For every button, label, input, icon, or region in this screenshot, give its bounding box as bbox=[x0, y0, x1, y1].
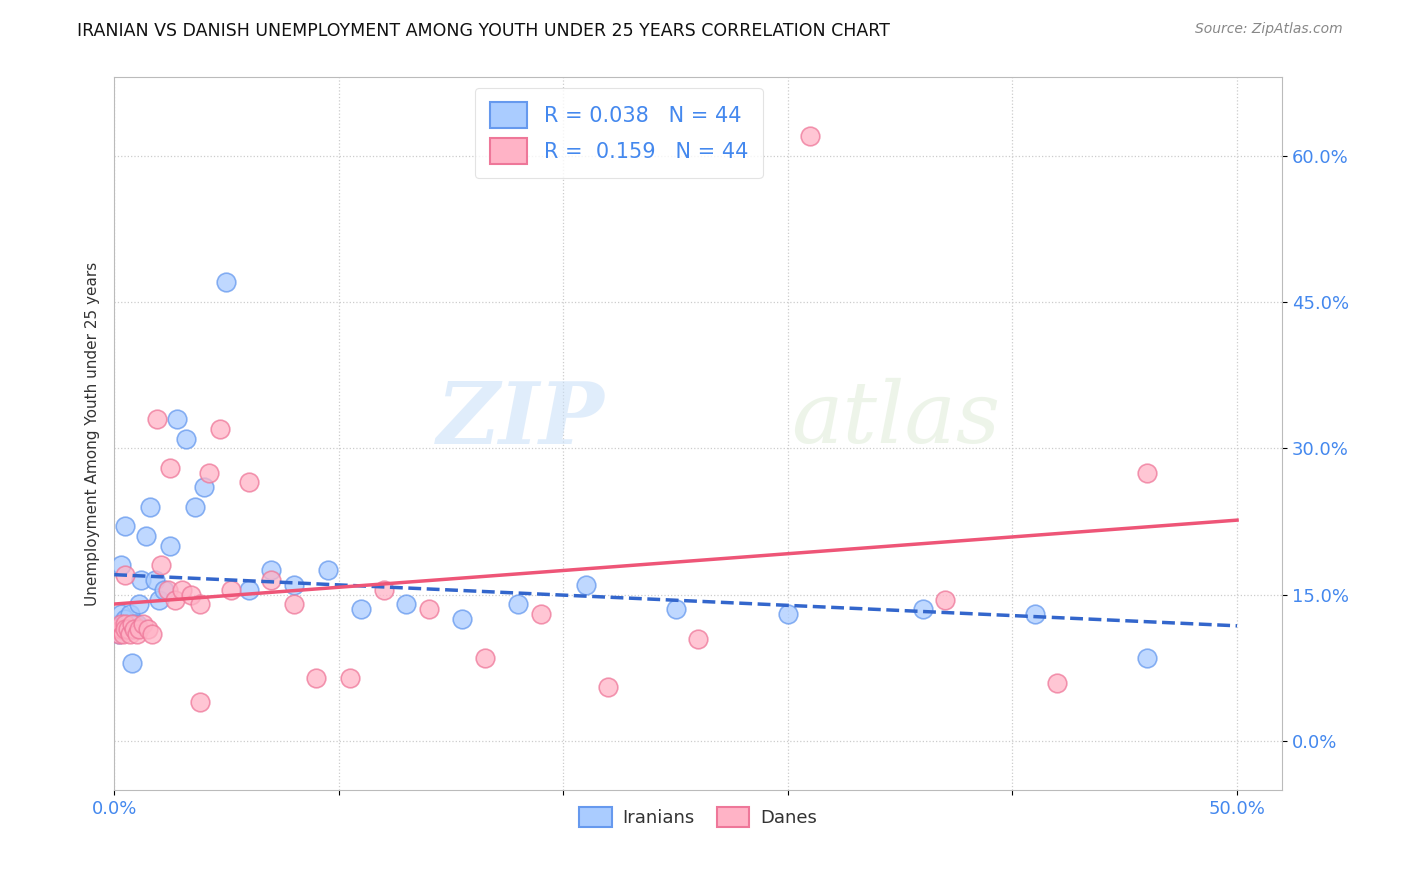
Point bbox=[184, 500, 207, 514]
Point bbox=[143, 573, 166, 587]
Point bbox=[141, 626, 163, 640]
Point bbox=[305, 671, 328, 685]
Point bbox=[193, 480, 215, 494]
Point bbox=[124, 617, 146, 632]
Point bbox=[125, 617, 148, 632]
Point bbox=[174, 432, 197, 446]
Point bbox=[395, 598, 418, 612]
Point bbox=[934, 592, 956, 607]
Point bbox=[110, 617, 132, 632]
Point bbox=[110, 558, 132, 573]
Point bbox=[373, 582, 395, 597]
Point bbox=[157, 582, 180, 597]
Point bbox=[107, 617, 129, 632]
Point bbox=[283, 578, 305, 592]
Point bbox=[112, 626, 135, 640]
Point bbox=[152, 582, 174, 597]
Point bbox=[139, 500, 162, 514]
Point bbox=[350, 602, 373, 616]
Point bbox=[508, 598, 530, 612]
Y-axis label: Unemployment Among Youth under 25 years: Unemployment Among Youth under 25 years bbox=[86, 261, 100, 606]
Point bbox=[163, 592, 186, 607]
Point bbox=[128, 598, 150, 612]
Point bbox=[219, 582, 242, 597]
Point bbox=[112, 617, 135, 632]
Point bbox=[197, 466, 219, 480]
Point bbox=[135, 529, 157, 543]
Point bbox=[208, 422, 231, 436]
Point bbox=[1024, 607, 1046, 622]
Point bbox=[159, 460, 181, 475]
Point bbox=[117, 617, 139, 632]
Point bbox=[238, 582, 260, 597]
Point bbox=[170, 582, 193, 597]
Point bbox=[121, 622, 143, 636]
Point bbox=[110, 622, 132, 636]
Point bbox=[112, 622, 135, 636]
Point bbox=[530, 607, 553, 622]
Point bbox=[598, 681, 620, 695]
Point bbox=[121, 617, 143, 632]
Point bbox=[136, 622, 159, 636]
Point bbox=[575, 578, 598, 592]
Point bbox=[339, 671, 361, 685]
Point bbox=[418, 602, 440, 616]
Point bbox=[238, 475, 260, 490]
Text: IRANIAN VS DANISH UNEMPLOYMENT AMONG YOUTH UNDER 25 YEARS CORRELATION CHART: IRANIAN VS DANISH UNEMPLOYMENT AMONG YOU… bbox=[77, 22, 890, 40]
Point bbox=[110, 622, 132, 636]
Point bbox=[118, 626, 141, 640]
Point bbox=[125, 626, 148, 640]
Point bbox=[132, 617, 155, 632]
Point bbox=[1046, 675, 1069, 690]
Point bbox=[188, 598, 211, 612]
Point bbox=[114, 519, 136, 533]
Text: Source: ZipAtlas.com: Source: ZipAtlas.com bbox=[1195, 22, 1343, 37]
Point bbox=[260, 573, 283, 587]
Point bbox=[129, 573, 152, 587]
Point bbox=[146, 412, 169, 426]
Point bbox=[188, 695, 211, 709]
Point bbox=[114, 617, 136, 632]
Point bbox=[1136, 651, 1159, 665]
Point bbox=[124, 622, 146, 636]
Point bbox=[118, 622, 141, 636]
Point bbox=[166, 412, 188, 426]
Point bbox=[105, 622, 128, 636]
Point bbox=[283, 598, 305, 612]
Point bbox=[117, 622, 139, 636]
Point bbox=[688, 632, 710, 646]
Point bbox=[1136, 466, 1159, 480]
Point bbox=[114, 612, 136, 626]
Legend: Iranians, Danes: Iranians, Danes bbox=[572, 800, 824, 834]
Point bbox=[114, 568, 136, 582]
Point bbox=[159, 539, 181, 553]
Point bbox=[215, 276, 238, 290]
Point bbox=[128, 622, 150, 636]
Point bbox=[180, 588, 202, 602]
Point bbox=[799, 128, 821, 143]
Point bbox=[474, 651, 496, 665]
Point bbox=[776, 607, 799, 622]
Point bbox=[148, 592, 170, 607]
Point bbox=[105, 622, 128, 636]
Point bbox=[114, 622, 136, 636]
Point bbox=[110, 607, 132, 622]
Text: ZIP: ZIP bbox=[437, 377, 605, 461]
Point bbox=[107, 626, 129, 640]
Point bbox=[118, 607, 141, 622]
Text: atlas: atlas bbox=[792, 378, 1001, 461]
Point bbox=[665, 602, 688, 616]
Point bbox=[451, 612, 474, 626]
Point bbox=[316, 563, 339, 577]
Point bbox=[121, 656, 143, 670]
Point bbox=[260, 563, 283, 577]
Point bbox=[107, 626, 129, 640]
Point bbox=[911, 602, 934, 616]
Point bbox=[150, 558, 173, 573]
